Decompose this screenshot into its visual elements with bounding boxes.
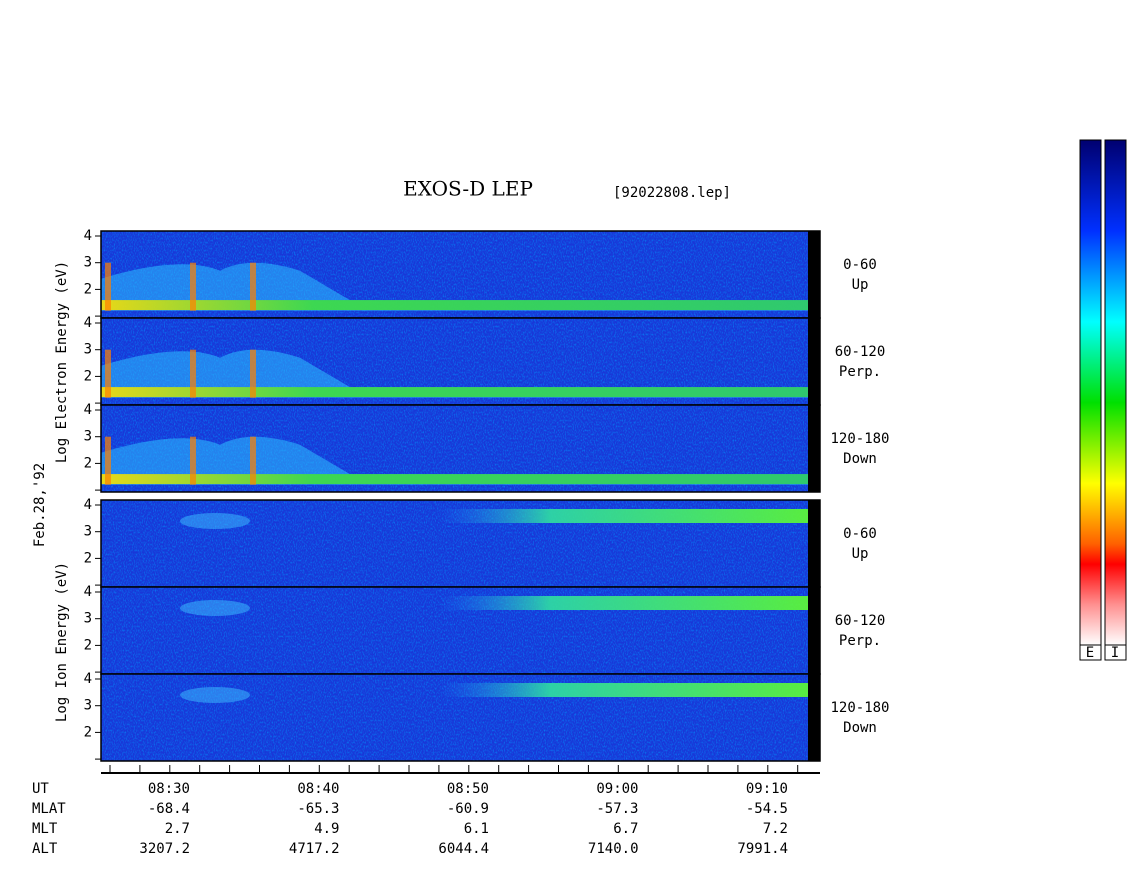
- date-label: Feb.28,'92: [32, 463, 48, 547]
- colorbar-label: E: [1086, 645, 1094, 661]
- data-gap: [808, 231, 820, 318]
- colorbar-box: [1079, 644, 1102, 661]
- data-gap: [808, 318, 820, 405]
- direction-label: Perp.: [839, 633, 881, 649]
- title: EXOS-D LEP: [403, 177, 533, 201]
- y-tick-label: 4: [84, 671, 92, 687]
- ephemeris-value: 7140.0: [588, 841, 639, 857]
- y-tick-label: 4: [84, 497, 92, 513]
- ephemeris-value: 2.7: [165, 821, 190, 837]
- colorbar-label: I: [1111, 645, 1119, 661]
- ephemeris-value: 3207.2: [139, 841, 190, 857]
- ephemeris-value: 09:00: [596, 781, 638, 797]
- spectrogram-feature: [105, 349, 111, 398]
- direction-label: Perp.: [839, 364, 881, 380]
- spectrogram-feature: [101, 474, 808, 485]
- panel-frame: [100, 404, 821, 493]
- y-tick-label: 3: [84, 698, 92, 714]
- y-tick-label: 4: [84, 402, 92, 418]
- ephemeris-value: -54.5: [746, 801, 788, 817]
- spectrogram-feature: [105, 436, 111, 485]
- spectrogram-feature: [440, 683, 808, 698]
- pitch-label: 60-120: [835, 613, 886, 629]
- y-tick-label: 4: [84, 584, 92, 600]
- ephemeris-value: -57.3: [596, 801, 638, 817]
- ephemeris-value: -68.4: [148, 801, 190, 817]
- y-tick-label: 2: [84, 368, 92, 384]
- spectrogram-feature: [101, 262, 808, 311]
- ephemeris-value: 6.7: [613, 821, 638, 837]
- panel-frame: [100, 673, 821, 762]
- ephemeris-value: 6.1: [464, 821, 489, 837]
- ephemeris-value: -60.9: [447, 801, 489, 817]
- ephemeris-value: 4.9: [314, 821, 339, 837]
- ephemeris-value: 08:40: [297, 781, 339, 797]
- y-tick-label: 2: [84, 637, 92, 653]
- data-gap: [808, 405, 820, 492]
- y-tick-label: 3: [84, 611, 92, 627]
- row-label: ALT: [32, 841, 58, 857]
- data-gap: [808, 587, 820, 674]
- spectrogram-feature: [180, 513, 250, 530]
- direction-label: Down: [843, 720, 877, 736]
- ephemeris-value: 7.2: [763, 821, 788, 837]
- direction-label: Down: [843, 451, 877, 467]
- spectrogram-feature: [180, 600, 250, 617]
- pitch-label: 60-120: [835, 344, 886, 360]
- pitch-label: 0-60: [843, 526, 877, 542]
- data-gap: [808, 500, 820, 587]
- ephemeris-value: 6044.4: [438, 841, 489, 857]
- ephemeris-value: 08:30: [148, 781, 190, 797]
- spectrogram-feature: [101, 387, 808, 398]
- direction-label: Up: [852, 277, 869, 293]
- spectrogram-feature: [105, 262, 111, 311]
- data-gap: [808, 674, 820, 761]
- y-tick-label: 4: [84, 228, 92, 244]
- y-tick-label: 3: [84, 342, 92, 358]
- spectrogram-feature: [440, 509, 808, 524]
- y-label: Log Electron Energy (eV): [54, 261, 70, 463]
- colorbar-box: [1104, 644, 1127, 661]
- y-tick-label: 3: [84, 524, 92, 540]
- spectrogram-feature: [250, 262, 256, 311]
- y-tick-label: 4: [84, 315, 92, 331]
- y-tick-label: 2: [84, 281, 92, 297]
- spectrogram-feature: [190, 349, 196, 398]
- ephemeris-value: -65.3: [297, 801, 339, 817]
- direction-label: Up: [852, 546, 869, 562]
- y-label: Log Ion Energy (eV): [54, 562, 70, 722]
- y-tick-label: 3: [84, 429, 92, 445]
- row-label: UT: [32, 781, 49, 797]
- pitch-label: 0-60: [843, 257, 877, 273]
- spectrogram-feature: [101, 436, 808, 485]
- row-label: MLAT: [32, 801, 66, 817]
- y-tick-label: 3: [84, 255, 92, 271]
- spectrogram-feature: [190, 262, 196, 311]
- spectrogram-feature: [250, 349, 256, 398]
- ephemeris-value: 08:50: [447, 781, 489, 797]
- spectrogram-feature: [180, 687, 250, 704]
- y-tick-label: 2: [84, 550, 92, 566]
- file-name: [92022808.lep]: [613, 185, 731, 201]
- colorbar: [1104, 139, 1127, 646]
- spectrogram-feature: [101, 349, 808, 398]
- spectrogram-feature: [101, 300, 808, 311]
- y-tick-label: 2: [84, 724, 92, 740]
- ephemeris-value: 7991.4: [737, 841, 788, 857]
- y-tick-label: 2: [84, 455, 92, 471]
- spectrogram-feature: [250, 436, 256, 485]
- pitch-label: 120-180: [830, 431, 889, 447]
- ephemeris-value: 09:10: [746, 781, 788, 797]
- row-label: MLT: [32, 821, 58, 837]
- pitch-label: 120-180: [830, 700, 889, 716]
- ephemeris-value: 4717.2: [289, 841, 340, 857]
- spectrogram-feature: [440, 596, 808, 611]
- spectrogram-feature: [190, 436, 196, 485]
- colorbar: [1079, 139, 1102, 646]
